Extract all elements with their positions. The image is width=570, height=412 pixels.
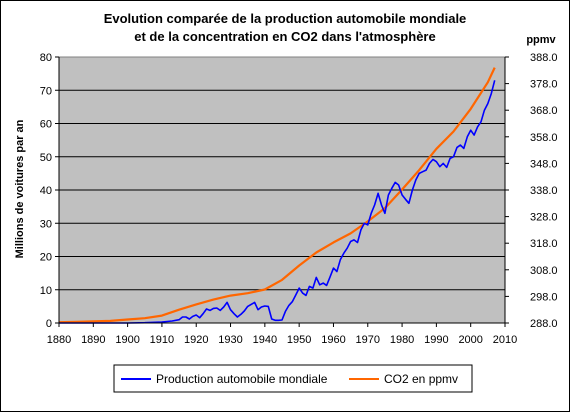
x-tick-label: 2000 — [458, 334, 482, 346]
x-tick-label: 1940 — [253, 334, 277, 346]
y-tick-label: 70 — [40, 85, 52, 97]
x-tick-label: 1880 — [47, 334, 71, 346]
chart-title-line1: Evolution comparée de la production auto… — [104, 11, 467, 26]
x-tick-label: 1900 — [115, 334, 139, 346]
x-tick-label: 1920 — [184, 334, 208, 346]
x-tick-label: 1950 — [287, 334, 311, 346]
y2-tick-label: 318.0 — [530, 238, 558, 250]
y2-tick-label: 328.0 — [530, 212, 558, 224]
y-tick-label: 50 — [40, 152, 52, 164]
y-tick-label: 20 — [40, 252, 52, 264]
y-tick-label: 0 — [46, 318, 52, 330]
y-tick-label: 60 — [40, 119, 52, 131]
y2-tick-label: 368.0 — [530, 105, 558, 117]
series-line-production — [59, 80, 496, 324]
x-tick-label: 1910 — [150, 334, 174, 346]
y2-tick-label: 358.0 — [530, 132, 558, 144]
legend-label-co2: CO2 en ppmv — [384, 372, 458, 386]
y-tick-label: 80 — [40, 52, 52, 64]
y2-tick-label: 308.0 — [530, 265, 558, 277]
y-axis-label: Millions de voitures par an — [14, 119, 26, 258]
x-tick-label: 1970 — [356, 334, 380, 346]
legend: Production automobile mondiale CO2 en pp… — [113, 364, 473, 393]
x-tick-label: 1980 — [390, 334, 414, 346]
x-tick-label: 1990 — [424, 334, 448, 346]
series-group — [58, 67, 496, 324]
y2-axis-label: ppmv — [526, 34, 556, 46]
series-line-co2 — [58, 67, 496, 324]
chart-title-line2: et de la concentration en CO2 dans l'atm… — [134, 29, 435, 44]
x-tick-label: 1890 — [81, 334, 105, 346]
y2-tick-label: 298.0 — [530, 291, 558, 303]
axes: 0 10 20 30 40 50 60 70 80 288.0 298.0 308.0 318.0 328… — [40, 52, 558, 346]
y2-tick-label: 348.0 — [530, 158, 558, 170]
y2-tick-label: 288.0 — [530, 318, 558, 330]
x-tick-label: 2010 — [493, 334, 517, 346]
y2-tick-label: 338.0 — [530, 185, 558, 197]
legend-box — [113, 364, 473, 393]
y-tick-label: 10 — [40, 285, 52, 297]
y-tick-label: 30 — [40, 218, 52, 230]
y-tick-label: 40 — [40, 185, 52, 197]
y2-tick-label: 378.0 — [530, 79, 558, 91]
y2-tick-label: 388.0 — [530, 52, 558, 64]
x-tick-label: 1960 — [321, 334, 345, 346]
legend-label-production: Production automobile mondiale — [156, 372, 328, 386]
x-tick-label: 1930 — [218, 334, 242, 346]
gridlines — [59, 89, 505, 291]
